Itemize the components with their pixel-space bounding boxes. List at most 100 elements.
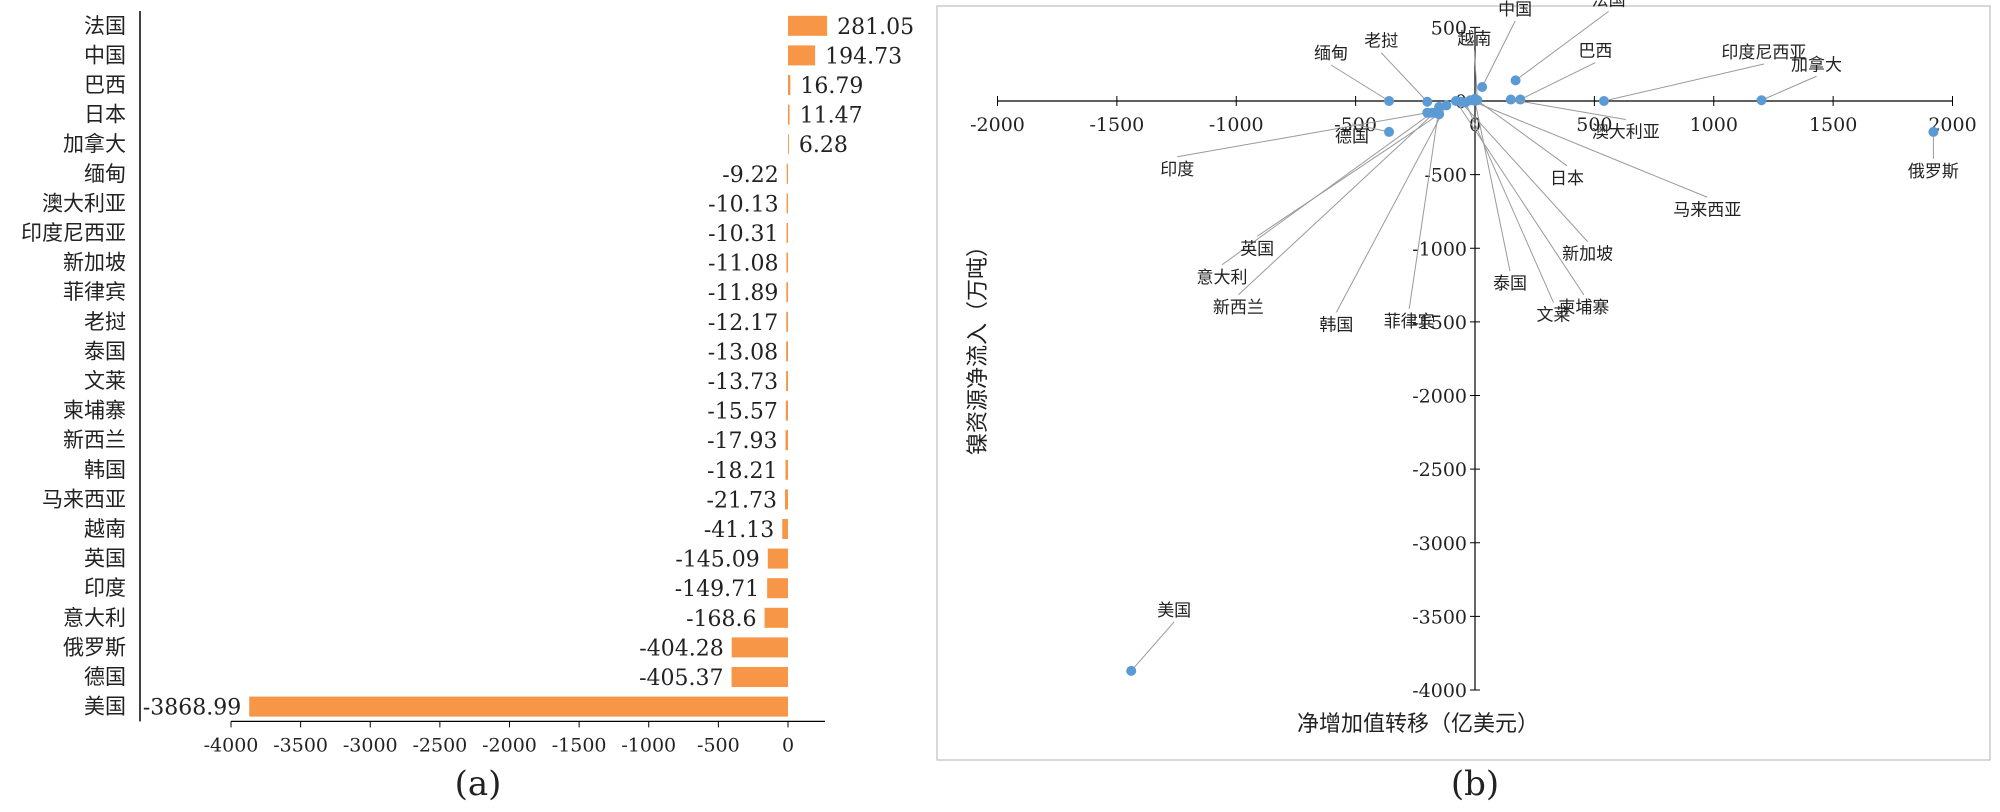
x-tick-label: 1500 — [1809, 114, 1857, 136]
bar — [786, 282, 788, 303]
x-tick-label: -1500 — [552, 734, 607, 756]
bar-value-label: 281.05 — [837, 15, 914, 40]
bar — [785, 459, 788, 480]
bar-value-label: -13.73 — [708, 370, 778, 395]
bar-value-label: -10.13 — [708, 192, 778, 217]
point-label: 美国 — [1157, 601, 1191, 621]
bar-value-label: 194.73 — [825, 44, 902, 69]
leader-line — [1256, 113, 1440, 237]
x-tick-label: -1000 — [621, 734, 676, 756]
x-tick-label: 2000 — [1928, 114, 1976, 136]
bar-value-label: -145.09 — [675, 548, 759, 573]
bar-value-label: -10.31 — [708, 222, 778, 247]
bar — [767, 548, 788, 569]
point-label: 意大利 — [1197, 268, 1248, 288]
y-tick-label: -3000 — [1412, 533, 1467, 555]
x-tick-label: -2500 — [412, 734, 467, 756]
category-label: 英国 — [84, 547, 126, 571]
point-label: 印度 — [1160, 160, 1194, 180]
y-tick-label: -2500 — [1412, 459, 1467, 481]
point-label: 马来西亚 — [1673, 200, 1741, 220]
bar-value-label: -18.21 — [707, 459, 777, 484]
bar — [788, 15, 828, 36]
leader-line — [1474, 100, 1511, 272]
scatter-chart-panel-b: -2000-1500-1000-50005001000150020005000-… — [936, 0, 1991, 761]
category-label: 印度尼西亚 — [21, 221, 126, 245]
y-tick-label: -1500 — [1412, 312, 1467, 334]
scatter-point — [1470, 96, 1480, 106]
y-tick-label: -1000 — [1412, 238, 1467, 260]
leader-line — [1455, 100, 1585, 296]
category-label: 马来西亚 — [42, 487, 126, 511]
point-label: 缅甸 — [1314, 44, 1348, 64]
bar-value-label: -12.17 — [708, 311, 778, 336]
category-label: 意大利 — [63, 606, 126, 630]
bar-value-label: -11.89 — [708, 281, 778, 306]
point-label: 菲律宾 — [1384, 312, 1435, 332]
point-label: 日本 — [1550, 169, 1584, 189]
category-label: 韩国 — [84, 458, 126, 482]
bar-value-label: -9.22 — [722, 163, 778, 188]
bar-value-label: -405.37 — [639, 666, 723, 691]
category-label: 日本 — [84, 103, 126, 127]
category-label: 文莱 — [84, 369, 126, 393]
bar — [786, 371, 788, 391]
y-axis-title: 镍资源净流入（万吨） — [966, 235, 991, 455]
category-label: 菲律宾 — [63, 280, 126, 304]
bar — [786, 252, 788, 273]
scatter-point — [1505, 94, 1516, 105]
category-label: 老挝 — [84, 310, 126, 334]
bar — [788, 134, 789, 155]
x-tick-label: -3500 — [273, 734, 328, 756]
point-label: 印度尼西亚 — [1721, 43, 1806, 63]
scatter-point — [1510, 75, 1521, 86]
bar — [786, 311, 788, 332]
bar — [764, 607, 788, 628]
leader-line — [1603, 63, 1765, 102]
bar-value-label: -17.93 — [707, 429, 777, 454]
point-label: 新西兰 — [1213, 298, 1264, 318]
bar — [786, 341, 788, 362]
bar-value-label: -15.57 — [707, 400, 777, 425]
leader-line — [1761, 75, 1817, 101]
leader-line — [1221, 112, 1433, 266]
leader-line — [1380, 52, 1428, 103]
bar — [731, 637, 788, 658]
panel-b-caption: (b) — [1451, 764, 1499, 804]
bar-value-label: -41.13 — [704, 518, 774, 543]
bar — [782, 519, 788, 539]
x-tick-label: -1000 — [1209, 114, 1264, 136]
bar — [731, 667, 788, 687]
bar — [785, 400, 788, 421]
category-label: 印度 — [84, 576, 126, 600]
x-axis-title: 净增加值转移（亿美元） — [1297, 712, 1539, 737]
leader-line — [1481, 20, 1516, 88]
category-label: 加拿大 — [63, 132, 126, 156]
point-label: 泰国 — [1493, 274, 1527, 294]
leader-line — [1330, 64, 1390, 102]
scatter-point — [1928, 126, 1939, 137]
x-tick-label: 1000 — [1690, 114, 1738, 136]
scatter-point — [1450, 96, 1461, 106]
category-label: 俄罗斯 — [63, 635, 126, 659]
point-label: 韩国 — [1319, 315, 1353, 335]
bar-value-label: 16.79 — [800, 74, 863, 99]
bar-value-label: -21.73 — [707, 488, 777, 513]
category-label: 中国 — [84, 43, 126, 67]
bar-value-label: -168.6 — [686, 607, 756, 632]
y-tick-label: -4000 — [1412, 680, 1467, 702]
point-label: 老挝 — [1364, 32, 1398, 52]
leader-line — [1177, 112, 1428, 158]
leader-line — [1520, 62, 1596, 100]
point-label: 柬埔寨 — [1558, 298, 1609, 318]
bar — [788, 45, 816, 66]
x-tick-label: -2000 — [482, 734, 537, 756]
point-label: 文莱 — [1536, 305, 1570, 325]
bar — [786, 163, 788, 184]
scatter-point — [1460, 97, 1471, 108]
leader-line — [1470, 99, 1708, 198]
bar-value-label: -3868.99 — [143, 696, 241, 721]
x-tick-label: -1500 — [1089, 114, 1144, 136]
category-label: 泰国 — [84, 339, 126, 363]
leader-line — [1351, 123, 1390, 133]
